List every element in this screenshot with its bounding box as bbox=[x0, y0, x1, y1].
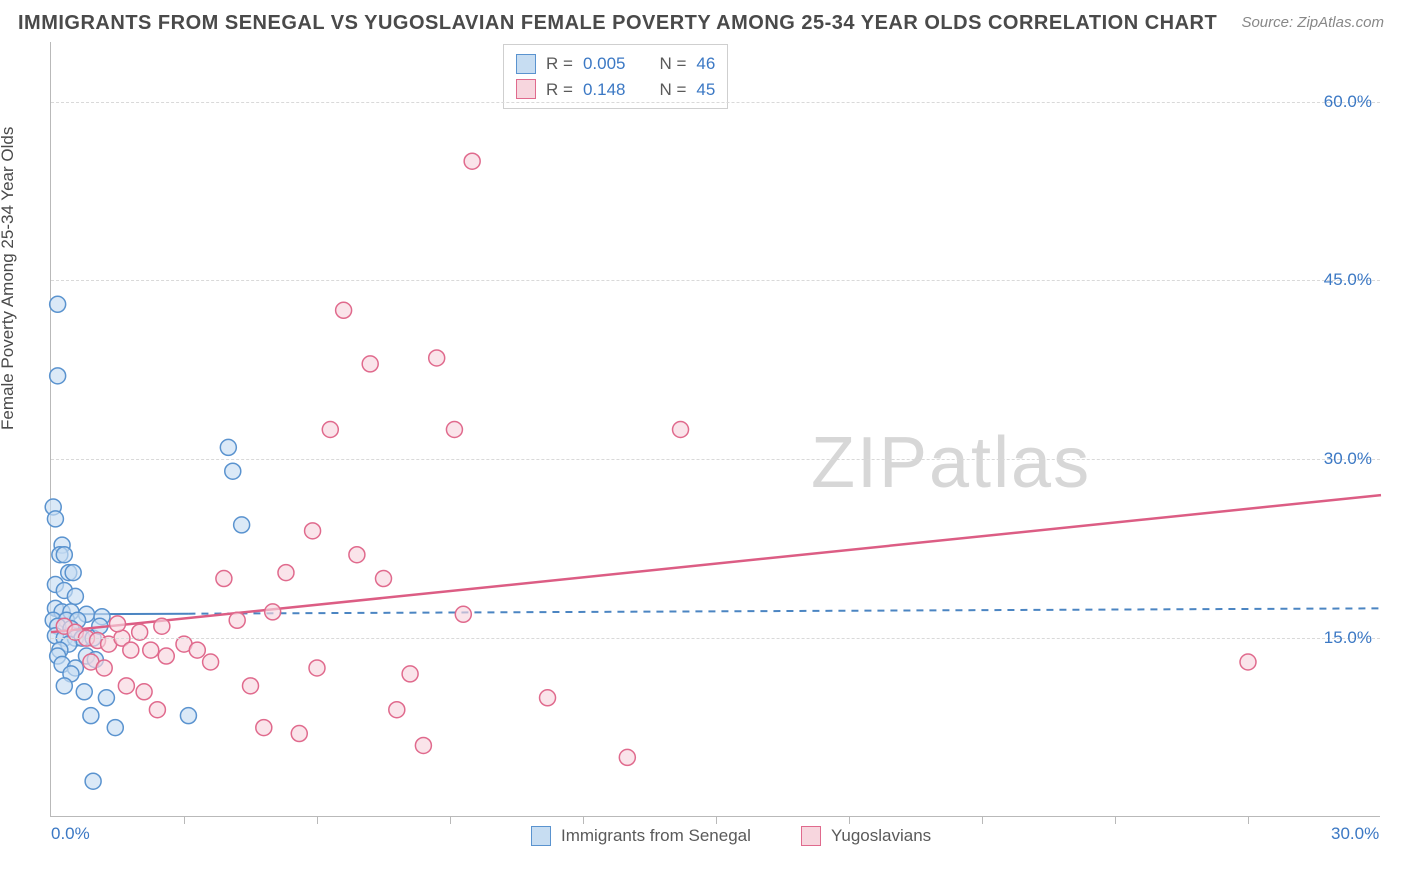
y-tick-label: 45.0% bbox=[1324, 270, 1372, 290]
x-tick bbox=[716, 816, 717, 824]
x-tick bbox=[1248, 816, 1249, 824]
data-point bbox=[446, 422, 462, 438]
bottom-legend-yugoslavian: Yugoslavians bbox=[801, 826, 931, 846]
data-point bbox=[67, 588, 83, 604]
swatch-senegal-b bbox=[531, 826, 551, 846]
data-point bbox=[376, 571, 392, 587]
x-tick-label: 0.0% bbox=[51, 824, 90, 844]
y-tick-label: 60.0% bbox=[1324, 92, 1372, 112]
data-point bbox=[136, 684, 152, 700]
x-tick bbox=[317, 816, 318, 824]
gridline bbox=[51, 459, 1380, 460]
series-name-yugoslavian: Yugoslavians bbox=[831, 826, 931, 846]
data-point bbox=[149, 702, 165, 718]
x-tick bbox=[184, 816, 185, 824]
data-point bbox=[243, 678, 259, 694]
data-point bbox=[309, 660, 325, 676]
data-point bbox=[203, 654, 219, 670]
chart-title: IMMIGRANTS FROM SENEGAL VS YUGOSLAVIAN F… bbox=[18, 12, 1217, 35]
data-point bbox=[180, 708, 196, 724]
legend-r-value-yugoslavian: 0.148 bbox=[583, 77, 626, 103]
gridline bbox=[51, 280, 1380, 281]
plot-area: ZIPatlas R = 0.005 N = 46 R = 0.148 N = … bbox=[50, 42, 1380, 817]
legend-n-value-senegal: 46 bbox=[696, 51, 715, 77]
data-point bbox=[98, 690, 114, 706]
data-point bbox=[455, 606, 471, 622]
data-point bbox=[256, 720, 272, 736]
data-point bbox=[349, 547, 365, 563]
data-point bbox=[123, 642, 139, 658]
legend-r-label: R = bbox=[546, 51, 573, 77]
data-point bbox=[143, 642, 159, 658]
legend-n-label: N = bbox=[659, 51, 686, 77]
y-tick-label: 15.0% bbox=[1324, 628, 1372, 648]
data-point bbox=[96, 660, 112, 676]
gridline bbox=[51, 102, 1380, 103]
data-point bbox=[47, 511, 63, 527]
data-point bbox=[225, 463, 241, 479]
legend-n-label2: N = bbox=[659, 77, 686, 103]
correlation-legend: R = 0.005 N = 46 R = 0.148 N = 45 bbox=[503, 44, 728, 109]
data-point bbox=[389, 702, 405, 718]
data-point bbox=[76, 684, 92, 700]
data-point bbox=[229, 612, 245, 628]
gridline bbox=[51, 638, 1380, 639]
data-point bbox=[50, 296, 66, 312]
data-point bbox=[673, 422, 689, 438]
bottom-legend-senegal: Immigrants from Senegal bbox=[531, 826, 751, 846]
trend-line bbox=[51, 495, 1381, 632]
plot-svg bbox=[51, 42, 1380, 816]
legend-r-label2: R = bbox=[546, 77, 573, 103]
data-point bbox=[305, 523, 321, 539]
data-point bbox=[278, 565, 294, 581]
swatch-yugoslavian-b bbox=[801, 826, 821, 846]
trend-line bbox=[188, 608, 1381, 613]
data-point bbox=[322, 422, 338, 438]
data-point bbox=[415, 737, 431, 753]
legend-n-value-yugoslavian: 45 bbox=[696, 77, 715, 103]
data-point bbox=[464, 153, 480, 169]
data-point bbox=[265, 604, 281, 620]
x-tick bbox=[1115, 816, 1116, 824]
x-tick bbox=[450, 816, 451, 824]
data-point bbox=[220, 439, 236, 455]
data-point bbox=[83, 708, 99, 724]
data-point bbox=[56, 678, 72, 694]
data-point bbox=[362, 356, 378, 372]
swatch-yugoslavian bbox=[516, 79, 536, 99]
data-point bbox=[216, 571, 232, 587]
data-point bbox=[619, 749, 635, 765]
data-point bbox=[56, 547, 72, 563]
x-tick-label: 30.0% bbox=[1331, 824, 1379, 844]
x-tick bbox=[849, 816, 850, 824]
data-point bbox=[336, 302, 352, 318]
x-tick bbox=[583, 816, 584, 824]
data-point bbox=[85, 773, 101, 789]
y-tick-label: 30.0% bbox=[1324, 449, 1372, 469]
data-point bbox=[402, 666, 418, 682]
data-point bbox=[189, 642, 205, 658]
data-point bbox=[65, 565, 81, 581]
data-point bbox=[154, 618, 170, 634]
data-point bbox=[1240, 654, 1256, 670]
series-name-senegal: Immigrants from Senegal bbox=[561, 826, 751, 846]
swatch-senegal bbox=[516, 54, 536, 74]
data-point bbox=[540, 690, 556, 706]
legend-row-senegal: R = 0.005 N = 46 bbox=[516, 51, 715, 77]
data-point bbox=[118, 678, 134, 694]
data-point bbox=[158, 648, 174, 664]
x-tick bbox=[982, 816, 983, 824]
legend-r-value-senegal: 0.005 bbox=[583, 51, 626, 77]
legend-row-yugoslavian: R = 0.148 N = 45 bbox=[516, 77, 715, 103]
data-point bbox=[110, 616, 126, 632]
data-point bbox=[291, 726, 307, 742]
data-point bbox=[234, 517, 250, 533]
source-label: Source: ZipAtlas.com bbox=[1241, 14, 1384, 31]
data-point bbox=[50, 368, 66, 384]
data-point bbox=[107, 720, 123, 736]
y-axis-label: Female Poverty Among 25-34 Year Olds bbox=[0, 127, 18, 430]
data-point bbox=[429, 350, 445, 366]
